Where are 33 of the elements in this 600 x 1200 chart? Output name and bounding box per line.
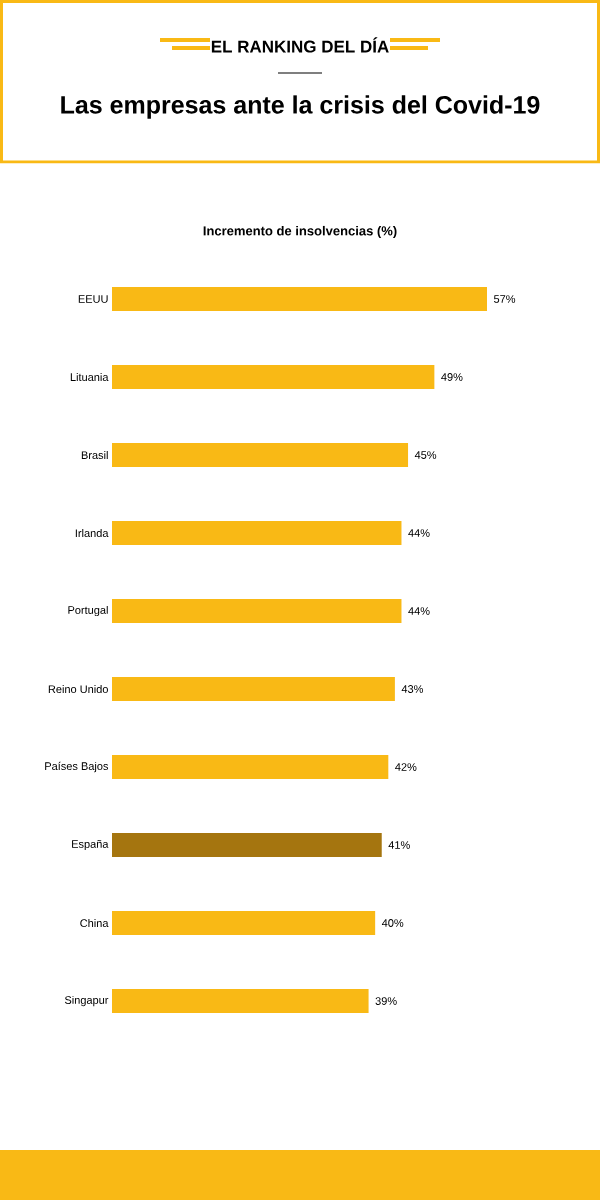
data-label: 39% — [375, 997, 397, 1005]
data-label: 42% — [395, 763, 417, 771]
bar — [112, 287, 487, 311]
y-tick-label: Portugal — [68, 605, 108, 617]
text: EL RANKING DEL DÍA — [211, 37, 389, 53]
data-label: 44% — [408, 607, 430, 615]
data-label: 45% — [414, 451, 437, 459]
data-label: 49% — [441, 373, 463, 381]
data-label: 43% — [401, 685, 424, 693]
bar — [112, 755, 389, 780]
bar — [112, 599, 402, 624]
chart-subtitle: Incremento de insolvencias (%) — [203, 225, 397, 239]
y-tick-label: EEUU — [78, 295, 108, 303]
y-tick-label: China — [80, 918, 109, 928]
bar — [112, 365, 435, 389]
bar — [112, 911, 376, 936]
data-label: 41% — [388, 841, 410, 849]
bar — [112, 833, 382, 858]
bar — [112, 989, 369, 1014]
y-tick-label: España — [72, 839, 109, 851]
y-tick-label: Irlanda — [75, 528, 109, 538]
data-label: 40% — [381, 919, 404, 927]
y-tick-label: Brasil — [81, 450, 108, 460]
bar — [112, 677, 395, 701]
y-tick-label: Países Bajos — [45, 761, 109, 773]
chart-title: Las empresas ante la crisis del Covid-19 — [61, 95, 540, 119]
y-tick-label: Singapur — [64, 995, 109, 1007]
data-label: 57% — [493, 295, 516, 303]
y-tick-label: Reino Unido — [48, 684, 108, 694]
y-tick-label: Lituania — [70, 372, 109, 382]
data-label: 44% — [408, 529, 430, 537]
bar — [112, 521, 402, 545]
bar — [112, 443, 409, 468]
